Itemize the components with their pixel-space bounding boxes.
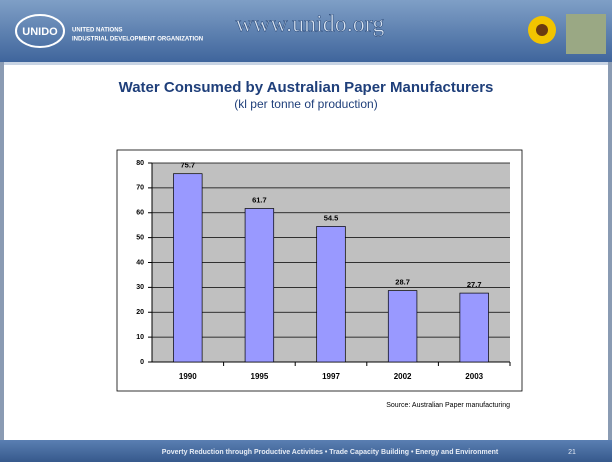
- y-tick-label: 60: [136, 210, 144, 217]
- chart-subtitle: (kl per tonne of production): [234, 97, 377, 111]
- footer-tagline: Poverty Reduction through Productive Act…: [162, 449, 499, 456]
- y-tick-label: 30: [136, 284, 144, 291]
- page-number: 21: [568, 449, 576, 456]
- bar: [316, 226, 346, 363]
- data-label: 27.7: [467, 280, 482, 289]
- header-bar: [0, 0, 612, 62]
- sunflower-center: [536, 24, 548, 36]
- bar: [459, 292, 489, 363]
- header-rule: [0, 62, 612, 65]
- logo: UNIDO: [22, 26, 58, 38]
- chart-title: Water Consumed by Australian Paper Manuf…: [119, 79, 494, 96]
- data-label: 75.7: [180, 161, 195, 170]
- left-edge: [0, 62, 4, 440]
- photo-icon: [566, 14, 606, 54]
- bar: [244, 208, 275, 363]
- bar: [173, 173, 203, 363]
- y-tick-label: 20: [136, 309, 144, 316]
- data-label: 28.7: [395, 278, 410, 287]
- org-line: UNITED NATIONS: [72, 28, 123, 34]
- x-tick-label: 1995: [251, 372, 269, 381]
- bar: [387, 290, 418, 363]
- url: www.unido.org: [236, 12, 385, 38]
- data-label: 54.5: [324, 213, 339, 222]
- y-tick-label: 40: [136, 259, 144, 266]
- x-tick-label: 1997: [322, 372, 340, 381]
- source: Source: Australian Paper manufacturing: [386, 402, 510, 409]
- y-tick-label: 80: [136, 160, 144, 167]
- org-line: INDUSTRIAL DEVELOPMENT ORGANIZATION: [72, 37, 203, 43]
- x-tick-label: 1990: [179, 372, 197, 381]
- logo-ring: [15, 14, 65, 48]
- data-label: 61.7: [252, 196, 267, 205]
- right-edge: [608, 62, 612, 440]
- y-tick-label: 10: [136, 334, 144, 341]
- footer-bar: [0, 440, 612, 462]
- y-tick-label: 70: [136, 185, 144, 192]
- y-tick-label: 50: [136, 234, 144, 241]
- y-tick-label: 0: [140, 359, 144, 366]
- x-tick-label: 2002: [394, 372, 412, 381]
- x-tick-label: 2003: [465, 372, 483, 381]
